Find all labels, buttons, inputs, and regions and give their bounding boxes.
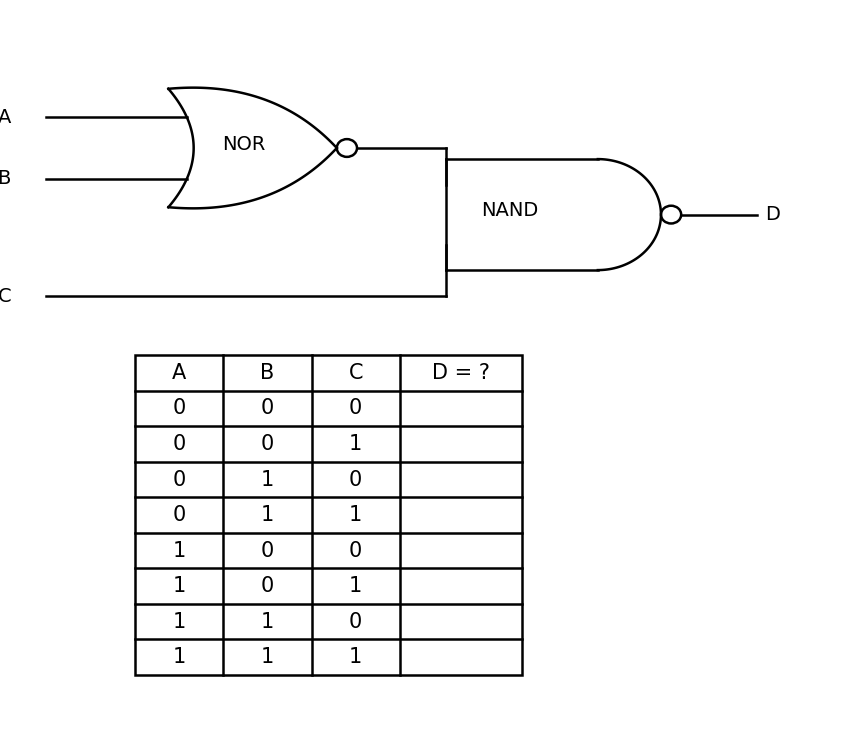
Text: 0: 0 [261, 434, 274, 454]
Text: 1: 1 [173, 576, 185, 596]
Text: 1: 1 [173, 540, 185, 561]
Text: A: A [0, 108, 11, 127]
Text: 0: 0 [261, 576, 274, 596]
Text: B: B [260, 363, 274, 383]
Text: 0: 0 [349, 540, 362, 561]
Text: B: B [0, 169, 11, 188]
Text: 0: 0 [173, 398, 185, 419]
Text: 1: 1 [261, 505, 274, 525]
Text: C: C [349, 363, 363, 383]
Text: 1: 1 [261, 611, 274, 632]
Text: A: A [172, 363, 186, 383]
Text: 0: 0 [173, 434, 185, 454]
Text: 0: 0 [173, 505, 185, 525]
Text: D = ?: D = ? [432, 363, 490, 383]
Text: 1: 1 [261, 647, 274, 667]
Text: 1: 1 [349, 505, 362, 525]
Text: 0: 0 [349, 469, 362, 490]
Text: 0: 0 [349, 611, 362, 632]
Text: C: C [0, 287, 11, 306]
Text: 0: 0 [261, 398, 274, 419]
Text: 1: 1 [261, 469, 274, 490]
Text: 0: 0 [261, 540, 274, 561]
Text: 1: 1 [349, 647, 362, 667]
Text: 1: 1 [349, 576, 362, 596]
Text: NOR: NOR [222, 135, 266, 154]
Bar [135, 355, 522, 675]
Text: 0: 0 [173, 469, 185, 490]
Text: NAND: NAND [481, 201, 538, 221]
Text: 1: 1 [173, 611, 185, 632]
Text: 0: 0 [349, 398, 362, 419]
Text: 1: 1 [173, 647, 185, 667]
Text: 1: 1 [349, 434, 362, 454]
Text: D: D [765, 205, 780, 224]
